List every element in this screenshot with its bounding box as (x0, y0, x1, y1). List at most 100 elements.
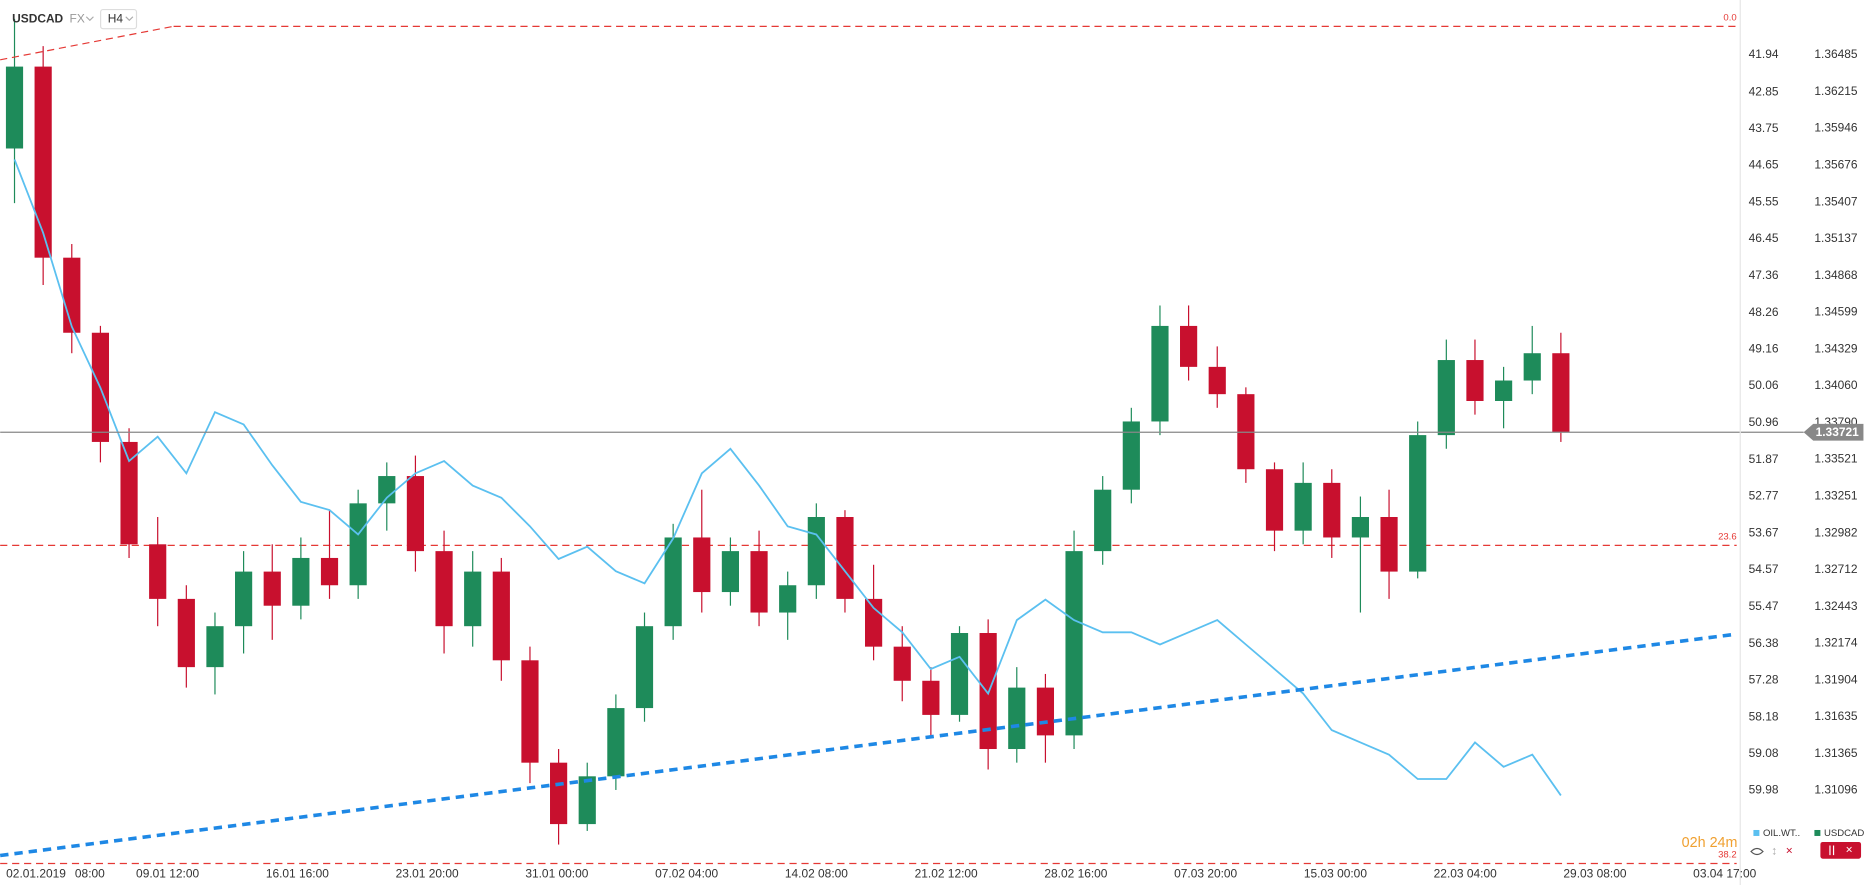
candle-body (1094, 489, 1112, 552)
symbol[interactable]: USDCAD (12, 11, 63, 25)
candle-body (149, 544, 167, 599)
candle-body (263, 571, 281, 606)
candle-body (1208, 366, 1226, 395)
y2-tick-label: 57.28 (1749, 673, 1779, 687)
y-tick-label: 1.32443 (1814, 599, 1858, 613)
usdcad-candle-icon (1829, 845, 1835, 856)
oil-line (13, 159, 1562, 796)
legend-label: USDCAD (1824, 828, 1864, 839)
y-tick-label: 1.33251 (1814, 489, 1858, 503)
x-tick-label: 07.03 20:00 (1174, 866, 1237, 880)
y2-tick-label: 59.08 (1749, 746, 1779, 760)
y-tick-label: 1.35676 (1814, 158, 1858, 172)
x-tick-label: 21.02 12:00 (915, 866, 978, 880)
usdcad-close-icon[interactable]: × (1846, 842, 1853, 856)
fib-connector (0, 25, 174, 61)
y2-tick-label: 54.57 (1749, 562, 1779, 576)
x-tick-label: 29.03 08:00 (1563, 866, 1626, 880)
candle-body (1495, 380, 1513, 401)
candle-body (1523, 353, 1541, 381)
y2-tick-label: 48.26 (1749, 305, 1779, 319)
last-price-tag (1803, 423, 1864, 441)
y-tick-label: 1.34060 (1814, 378, 1858, 392)
timeframe-box[interactable] (100, 8, 138, 30)
y2-tick-label: 43.75 (1749, 121, 1779, 135)
legend-tools: ↕ × × (1750, 841, 1862, 859)
candle-body (721, 551, 740, 593)
y-tick-label: 1.31096 (1814, 783, 1858, 797)
y2-tick-label: 53.67 (1749, 525, 1779, 539)
candle-body (5, 66, 24, 149)
usdcad-settings[interactable] (1820, 841, 1862, 859)
last-price-label: 1.33721 (1816, 425, 1860, 439)
x-tick-label: 15.03 00:00 (1304, 866, 1367, 880)
candle-body (893, 646, 911, 681)
y-tick-label: 1.32174 (1814, 636, 1858, 650)
candle-body (177, 598, 195, 668)
candle-body (550, 762, 568, 825)
market[interactable]: FX (70, 11, 85, 25)
y2-tick-label: 46.45 (1749, 231, 1779, 245)
candle-body (492, 571, 510, 661)
close-icon[interactable]: × (1786, 844, 1793, 858)
candle-body (406, 476, 425, 552)
candle-body (779, 585, 797, 613)
arrows-icon[interactable]: ↕ (1771, 844, 1777, 858)
y-tick-label: 1.31365 (1814, 746, 1858, 760)
y-tick-label: 1.36485 (1814, 47, 1858, 61)
y2-tick-label: 50.96 (1749, 415, 1779, 429)
candle-body (950, 633, 969, 715)
x-tick-label: 31.01 00:00 (525, 866, 588, 880)
candle-body (807, 517, 825, 586)
candle-body (865, 598, 883, 647)
candle-body (1351, 517, 1370, 538)
candle-body (1036, 687, 1055, 736)
trendline (0, 632, 1735, 858)
y2-tick-label: 55.47 (1749, 599, 1779, 613)
x-tick-label: 08:00 (75, 866, 105, 880)
candle-body (235, 571, 253, 627)
candle-body (464, 571, 482, 627)
y-tick-label: 1.31904 (1814, 672, 1858, 686)
x-tick-label: 16.01 16:00 (266, 866, 329, 880)
candle-body (578, 776, 596, 825)
candle-body (836, 517, 854, 599)
candle-body (378, 476, 396, 504)
candle-body (693, 537, 711, 593)
legend-swatch (1753, 829, 1760, 836)
x-tick-label: 07.02 04:00 (655, 866, 718, 880)
y-tick-label: 1.32712 (1814, 562, 1858, 576)
legend-swatch (1814, 829, 1821, 836)
candle-body (1466, 360, 1484, 401)
candle-body (34, 66, 52, 258)
legend-label: OIL.WT.. (1763, 828, 1800, 839)
candle-body (922, 680, 940, 715)
candle-body (1323, 482, 1341, 538)
x-tick-label: 23.01 20:00 (396, 866, 459, 880)
x-tick-label: 02.01.2019 (6, 866, 66, 880)
candle-body (750, 551, 768, 613)
candle-body (120, 441, 138, 545)
y2-tick-label: 47.36 (1749, 268, 1779, 282)
fib-label: 0.0 (1723, 13, 1736, 24)
candle-body (1265, 469, 1284, 531)
x-tick-label: 09.01 12:00 (136, 866, 199, 880)
y-tick-label: 1.34599 (1814, 305, 1858, 319)
candle-body (979, 633, 997, 750)
countdown: 02h 24m (1682, 835, 1738, 851)
y-tick-label: 1.36215 (1814, 84, 1858, 98)
candle-body (435, 551, 453, 627)
candle-body (1065, 551, 1083, 736)
timeframe[interactable]: H4 (108, 11, 124, 25)
plot-area: 0.0 23.6 38.2 (0, 13, 1804, 865)
eye-icon[interactable] (1750, 847, 1764, 856)
x-tick-label: 28.02 16:00 (1044, 866, 1107, 880)
fib-label: 38.2 (1718, 850, 1737, 861)
candle-body (1122, 421, 1140, 490)
y-tick-label: 1.34329 (1814, 341, 1858, 355)
candle-body (607, 708, 625, 777)
y-tick-label: 1.34868 (1814, 268, 1858, 282)
